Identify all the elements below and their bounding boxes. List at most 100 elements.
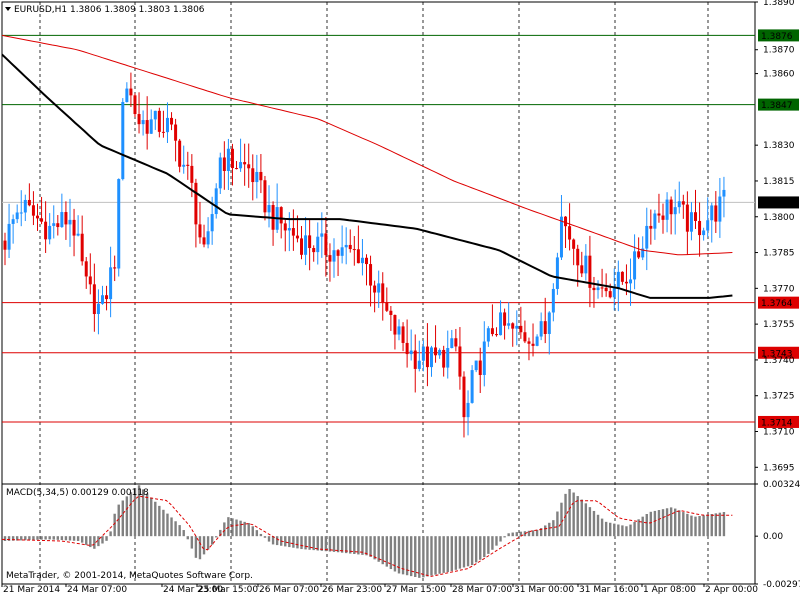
candle-body [320, 233, 324, 237]
candle-body [202, 237, 206, 245]
candle-body [3, 240, 7, 250]
candle-body [637, 251, 641, 258]
macd-histogram-bar [158, 505, 161, 537]
macd-histogram-bar [487, 536, 490, 554]
candle-body [316, 236, 320, 253]
candle-body [478, 360, 482, 375]
macd-histogram-bar [393, 536, 397, 572]
candle-body [96, 303, 100, 315]
macd-histogram-bar [80, 536, 84, 543]
candle-body [499, 312, 503, 336]
candle-body [438, 349, 442, 356]
candle-body [702, 230, 706, 236]
candle-body [706, 220, 710, 231]
macd-histogram-bar [405, 536, 409, 576]
x-tick-label: 25 Mar 15:00 [198, 585, 258, 595]
macd-histogram-bar [645, 514, 648, 537]
candle-body [641, 248, 645, 258]
macd-histogram-bar [507, 533, 510, 537]
candle-body [259, 171, 263, 181]
candle-body [624, 281, 628, 284]
macd-y-tick-label: -0.00297 [763, 580, 800, 590]
candle-body [633, 251, 637, 280]
macd-histogram-bar [503, 536, 506, 538]
candle-body [677, 201, 681, 208]
macd-histogram-bar [166, 513, 169, 537]
candle-body [308, 235, 312, 249]
macd-histogram-bar [483, 536, 486, 558]
macd-histogram-bar [519, 531, 523, 537]
candle-body [157, 110, 161, 132]
candle-body [48, 225, 52, 240]
candle-body [389, 310, 393, 315]
level-marker-1.3876 [758, 29, 799, 42]
macd-histogram-bar [458, 536, 462, 569]
macd-histogram-bar [418, 536, 421, 578]
macd-histogram-bar [3, 536, 7, 542]
macd-histogram-bar [596, 514, 600, 537]
macd-histogram-bar [531, 530, 535, 537]
macd-histogram-bar [511, 532, 514, 537]
macd-histogram-bar [381, 536, 384, 565]
macd-histogram-bar [263, 536, 267, 538]
macd-histogram-bar [275, 536, 279, 546]
candle-body [222, 157, 226, 171]
candle-body [19, 212, 23, 214]
macd-histogram-bar [288, 536, 291, 548]
candle-body [543, 321, 547, 334]
macd-histogram-bar [215, 536, 218, 538]
candle-body [239, 162, 243, 169]
x-tick-label: 31 Mar 16:00 [579, 585, 639, 595]
macd-histogram-bar [450, 536, 453, 571]
y-tick-label: 1.3710 [763, 428, 795, 438]
macd-histogram-bar [56, 536, 60, 540]
macd-histogram-bar [141, 489, 145, 537]
y-tick-label: 1.3695 [763, 463, 795, 473]
macd-histogram-bar [373, 536, 376, 560]
candle-body [186, 164, 190, 166]
macd-histogram-bar [304, 536, 307, 550]
macd-histogram-bar [572, 492, 575, 537]
macd-histogram-bar [85, 536, 88, 545]
macd-histogram-bar [613, 523, 616, 537]
y-tick-label: 1.3725 [763, 392, 795, 402]
chart-header-symbol: EURUSD,H1 1.3806 1.3809 1.3803 1.3806 [14, 5, 205, 15]
candle-body [527, 341, 531, 344]
macd-histogram-bar [702, 515, 705, 537]
candle-body [580, 265, 584, 274]
candle-body [35, 215, 39, 219]
macd-histogram-bar [714, 513, 718, 537]
candle-body [360, 257, 364, 264]
macd-histogram-bar [637, 519, 640, 537]
macd-histogram-bar [438, 536, 441, 574]
macd-histogram-bar [154, 501, 157, 537]
candle-body [377, 283, 381, 293]
candle-body [539, 321, 543, 337]
candle-body [393, 314, 397, 335]
macd-histogram-bar [657, 510, 661, 537]
macd-histogram-bar [129, 492, 133, 537]
candle-body [125, 88, 129, 103]
macd-histogram-bar [665, 508, 669, 537]
macd-histogram-bar [93, 536, 96, 549]
current-price-label: 1.3806 [761, 199, 793, 209]
macd-histogram-bar [409, 536, 413, 577]
candle-body [482, 341, 486, 375]
macd-histogram-bar [182, 530, 185, 537]
macd-histogram-bar [499, 536, 502, 542]
macd-histogram-bar [121, 500, 124, 537]
macd-histogram-bar [231, 518, 234, 537]
candle-body [336, 250, 340, 256]
candle-body [348, 244, 352, 250]
macd-histogram-bar [316, 536, 319, 551]
candle-body [576, 248, 580, 266]
candle-body [620, 271, 624, 282]
triangle-down-icon[interactable] [5, 7, 11, 11]
candle-body [401, 326, 405, 343]
candle-body [429, 347, 433, 368]
candle-body [523, 332, 527, 342]
macd-histogram-bar [564, 493, 567, 537]
candle-body [84, 261, 88, 277]
macd-histogram-bar [255, 530, 259, 537]
